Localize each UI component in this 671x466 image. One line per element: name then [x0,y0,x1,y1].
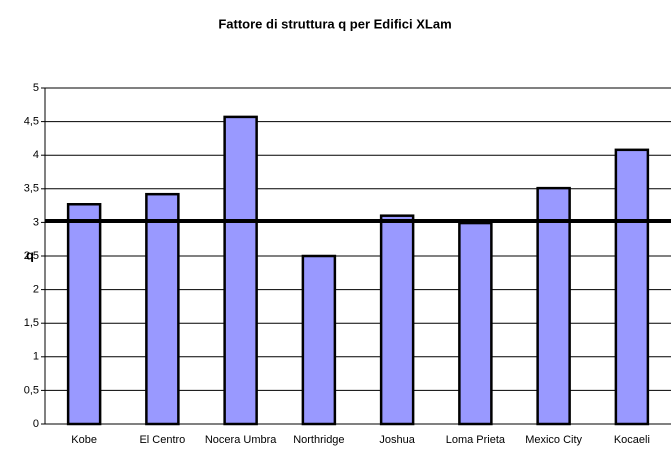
x-tick-label: Northridge [293,434,344,446]
x-tick-label: Kocaeli [614,434,650,446]
y-tick-label: 4,5 [24,116,39,128]
y-tick-label: 0 [33,418,39,430]
y-tick-label: 3,5 [24,183,39,195]
bar [223,115,258,426]
x-tick-label: Loma Prieta [446,434,506,446]
bar [301,254,337,426]
x-tick-label: Mexico City [525,434,582,446]
x-tick-label: Kobe [71,434,97,446]
y-tick-label: 1,5 [24,317,39,329]
bar [536,186,571,426]
bar [379,214,415,426]
y-tick-label: 1 [33,351,39,363]
x-tick-label: El Centro [139,434,185,446]
y-tick-label: 5 [33,82,39,94]
bar [458,221,493,426]
bar [614,148,650,426]
y-tick-label: 3 [33,216,39,228]
y-tick-label: 4 [33,149,39,161]
x-tick-label: Nocera Umbra [205,434,277,446]
y-tick-label: 2,5 [24,250,39,262]
y-tick-label: 0,5 [24,384,39,396]
y-tick-label: 2 [33,284,39,296]
y-axis-label: q [26,247,34,262]
bar [66,203,102,426]
chart-title: Fattore di struttura q per Edifici XLam [218,16,451,31]
bar [145,192,180,426]
x-tick-label: Joshua [379,434,415,446]
